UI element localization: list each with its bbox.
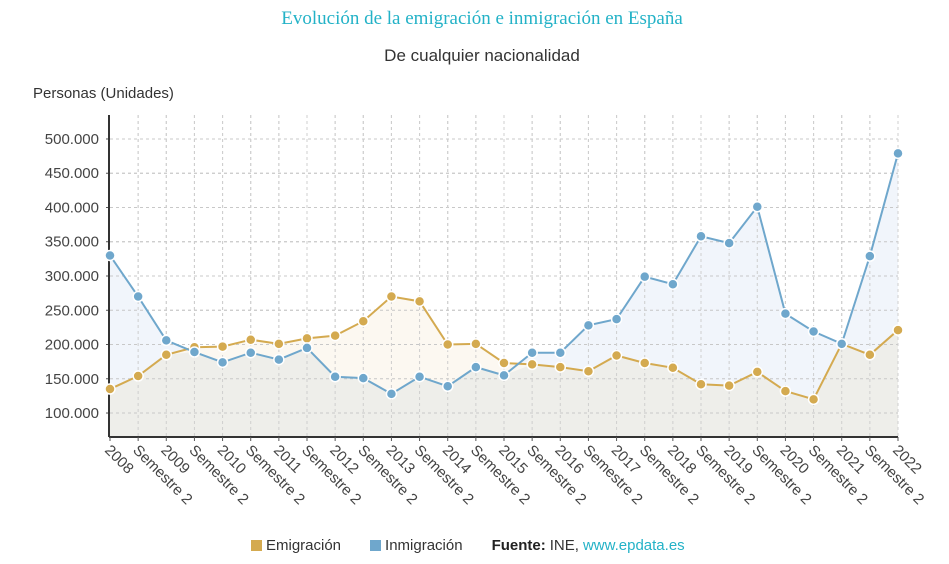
point-inmigracion xyxy=(273,353,285,366)
source-credit: Fuente: INE, www.epdata.es xyxy=(492,537,685,554)
point-emigracion xyxy=(582,365,595,377)
series-areas xyxy=(110,115,899,437)
y-tick-label: 350.000 xyxy=(45,234,99,251)
legend-label-inmigracion: Inmigración xyxy=(385,537,463,554)
point-emigracion xyxy=(526,358,538,371)
source-name: INE, xyxy=(549,537,579,554)
point-inmigracion xyxy=(864,250,876,262)
point-inmigracion xyxy=(582,319,595,332)
point-emigracion xyxy=(244,333,257,346)
y-tick-label: 150.000 xyxy=(45,371,99,388)
point-inmigracion xyxy=(610,313,623,325)
point-inmigracion xyxy=(892,147,904,160)
point-inmigracion xyxy=(779,307,792,320)
point-inmigracion xyxy=(498,369,510,382)
point-emigracion xyxy=(667,362,679,374)
point-inmigracion xyxy=(835,338,848,350)
source-label: Fuente: xyxy=(491,537,546,554)
y-tick-label: 100.000 xyxy=(45,405,99,422)
point-emigracion xyxy=(413,295,426,308)
y-tick-label: 300.000 xyxy=(45,268,99,285)
point-inmigracion xyxy=(104,249,116,262)
y-tick-label: 500.000 xyxy=(45,131,99,148)
point-emigracion xyxy=(723,379,735,392)
point-emigracion xyxy=(610,349,623,362)
point-inmigracion xyxy=(751,201,764,213)
point-inmigracion xyxy=(385,388,398,400)
point-emigracion xyxy=(216,340,229,353)
point-inmigracion xyxy=(441,380,454,393)
point-emigracion xyxy=(864,349,876,361)
point-inmigracion xyxy=(301,342,313,354)
chart-title: Evolución de la emigración e inmigración… xyxy=(281,8,683,29)
point-inmigracion xyxy=(667,278,679,290)
point-emigracion xyxy=(104,383,116,395)
point-emigracion xyxy=(132,370,144,382)
point-inmigracion xyxy=(329,370,341,383)
point-inmigracion xyxy=(807,325,820,338)
legend-swatch-inmigracion xyxy=(370,540,382,551)
x-tick-label: 2008 xyxy=(101,442,137,478)
legend: Emigración Inmigración Fuente: INE, www.… xyxy=(251,537,714,554)
point-emigracion xyxy=(301,332,313,345)
point-emigracion xyxy=(273,338,285,350)
point-inmigracion xyxy=(244,346,257,359)
point-emigracion xyxy=(695,378,707,390)
point-emigracion xyxy=(892,324,904,336)
point-inmigracion xyxy=(470,361,482,373)
y-axis-label: Personas (Unidades) xyxy=(33,85,174,102)
point-inmigracion xyxy=(160,334,173,347)
point-emigracion xyxy=(470,338,482,350)
point-emigracion xyxy=(498,357,510,369)
point-inmigracion xyxy=(188,346,201,358)
point-emigracion xyxy=(160,349,173,361)
point-emigracion xyxy=(751,366,764,378)
point-inmigracion xyxy=(132,290,144,303)
point-inmigracion xyxy=(357,372,370,384)
point-emigracion xyxy=(357,315,370,327)
point-inmigracion xyxy=(723,237,735,249)
legend-item-emigracion[interactable]: Emigración xyxy=(251,537,341,554)
point-emigracion xyxy=(385,290,398,303)
legend-item-inmigracion[interactable]: Inmigración xyxy=(370,537,463,554)
y-tick-label: 250.000 xyxy=(45,302,99,319)
point-emigracion xyxy=(638,357,651,369)
y-tick-label: 400.000 xyxy=(45,199,99,216)
point-inmigracion xyxy=(413,370,426,383)
point-inmigracion xyxy=(216,356,229,369)
y-axis-ticks: 100.000 150.000 200.000 250.000 300.000 350.0… xyxy=(45,131,99,422)
point-inmigracion xyxy=(526,346,538,359)
point-emigracion xyxy=(779,385,792,397)
legend-swatch-emigracion xyxy=(251,540,262,551)
point-emigracion xyxy=(554,361,567,373)
series-points xyxy=(104,147,904,406)
point-inmigracion xyxy=(638,270,651,283)
y-tick-label: 450.000 xyxy=(45,165,99,182)
point-emigracion xyxy=(441,338,454,351)
point-emigracion xyxy=(329,329,341,342)
y-tick-label: 200.000 xyxy=(45,337,99,354)
point-emigracion xyxy=(807,393,820,406)
point-inmigracion xyxy=(554,346,567,359)
legend-label-emigracion: Emigración xyxy=(266,537,342,554)
axes xyxy=(106,115,899,441)
chart-subtitle: De cualquier nacionalidad xyxy=(384,46,580,65)
source-link[interactable]: www.epdata.es xyxy=(582,537,685,554)
point-inmigracion xyxy=(695,230,707,243)
